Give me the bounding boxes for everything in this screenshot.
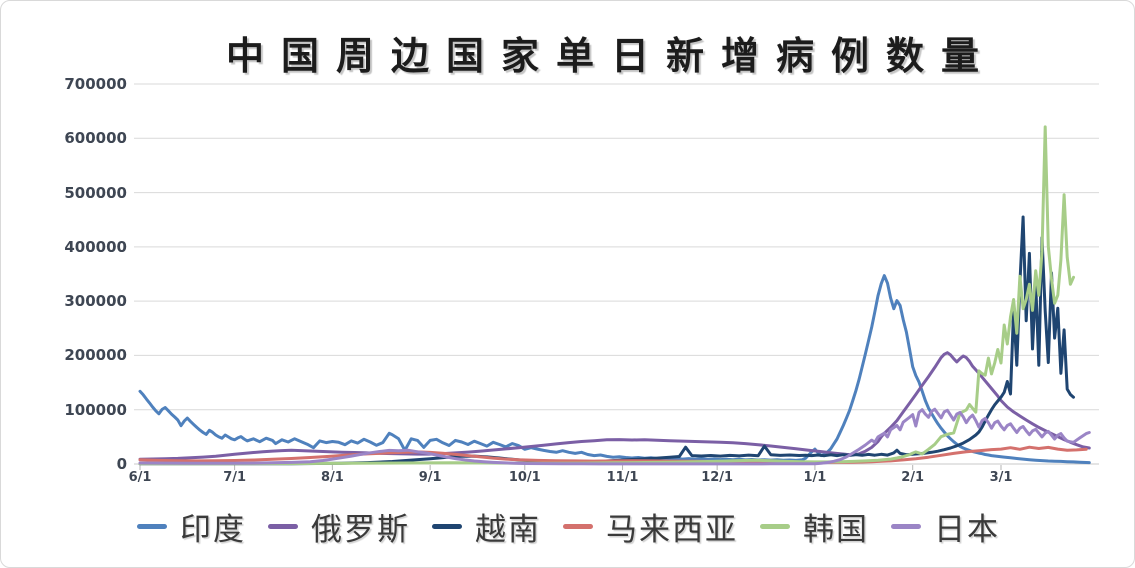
- y-axis-label: 500000: [64, 183, 127, 202]
- series-line-russia: [138, 351, 1091, 461]
- y-axis-label: 600000: [64, 129, 127, 148]
- legend-item-korea: 韩国: [760, 504, 869, 549]
- legend-swatch-korea: [760, 523, 790, 529]
- legend-swatch-malaysia: [563, 523, 593, 529]
- legend-swatch-russia: [268, 523, 298, 529]
- legend-item-russia: 俄罗斯: [268, 504, 410, 549]
- series-line-vietnam: [138, 215, 1075, 466]
- y-axis-label: 700000: [64, 75, 127, 93]
- x-axis-label: 12/1: [701, 470, 734, 485]
- legend-label-korea: 韩国: [803, 511, 869, 547]
- legend-label-japan: 日本: [934, 511, 1000, 547]
- legend-swatch-india: [137, 523, 167, 529]
- series-line-japan: [138, 407, 1091, 466]
- legend-label-india: 印度: [180, 511, 246, 547]
- x-axis-label: 10/1: [508, 470, 541, 485]
- x-axis-label: 3/1: [989, 470, 1013, 485]
- x-axis-label: 2/1: [901, 470, 925, 485]
- legend-item-malaysia: 马来西亚: [563, 504, 738, 549]
- legend-label-malaysia: 马来西亚: [606, 511, 738, 547]
- legend-item-vietnam: 越南: [432, 504, 541, 549]
- y-axis-label: 200000: [64, 346, 127, 365]
- legend-label-russia: 俄罗斯: [311, 511, 410, 547]
- x-axis-label: 11/1: [606, 470, 639, 485]
- chart-legend: 印度 俄罗斯 越南 马来西亚 韩国 日本: [1, 499, 1134, 553]
- legend-item-india: 印度: [137, 504, 246, 549]
- legend-swatch-japan: [891, 523, 921, 529]
- series-line-korea: [138, 125, 1075, 466]
- x-axis-label: 6/1: [128, 470, 152, 485]
- y-axis-label: 100000: [64, 400, 127, 419]
- y-axis-label: 400000: [64, 237, 127, 256]
- chart-title: 中国周边国家单日新增病例数量: [225, 36, 996, 78]
- legend-item-japan: 日本: [891, 504, 1000, 549]
- legend-swatch-vietnam: [432, 523, 462, 529]
- x-axis-label: 7/1: [223, 470, 247, 485]
- y-axis-label: 300000: [64, 292, 127, 311]
- x-axis-label: 1/1: [803, 470, 827, 485]
- legend-label-vietnam: 越南: [475, 511, 541, 547]
- y-axis-label: 0: [116, 455, 127, 473]
- x-axis-label: 9/1: [418, 470, 442, 485]
- x-axis-label: 8/1: [320, 470, 344, 485]
